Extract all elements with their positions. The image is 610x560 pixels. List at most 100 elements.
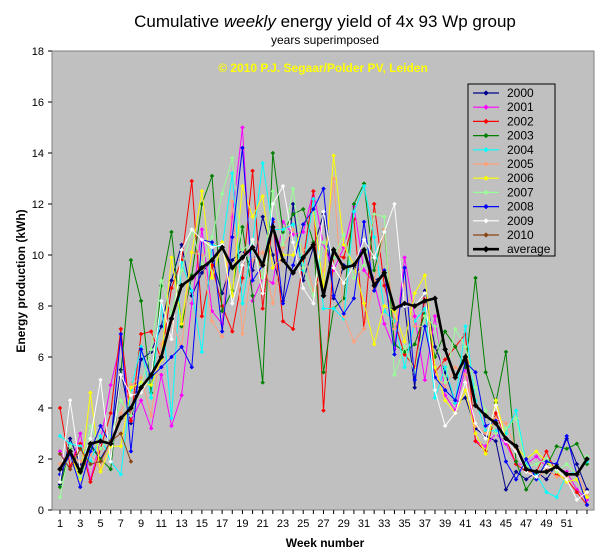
data-point [57, 433, 63, 439]
data-point [371, 288, 377, 294]
data-point [432, 395, 438, 401]
data-point [128, 392, 134, 398]
data-point [260, 306, 266, 311]
data-point [564, 477, 570, 482]
data-point [381, 269, 388, 276]
data-point [188, 274, 195, 281]
data-point [331, 306, 336, 311]
data-point [128, 257, 134, 263]
legend: 2000200120022003200420052006200720082009… [467, 83, 556, 257]
data-point [77, 431, 83, 436]
data-point [169, 255, 174, 260]
data-point [280, 257, 286, 264]
y-axis-ticks: 0 2 4 6 8 10 12 14 16 18 [32, 46, 52, 517]
x-tick-label: 41 [459, 518, 471, 530]
data-point [412, 324, 418, 329]
legend-label: 2001 [507, 100, 534, 114]
data-point [412, 377, 418, 383]
x-tick-label: 11 [156, 518, 167, 530]
data-point [229, 264, 236, 271]
data-point [77, 468, 84, 475]
data-point [412, 385, 418, 390]
data-point [209, 173, 215, 179]
data-point [250, 168, 255, 174]
data-point [138, 384, 145, 391]
data-point [493, 403, 499, 408]
data-point [138, 331, 144, 337]
y-tick-label: 2 [38, 454, 44, 466]
data-point [533, 448, 539, 454]
data-point [189, 301, 195, 306]
legend-marker [483, 232, 489, 238]
data-point [158, 298, 164, 304]
data-point [300, 206, 306, 212]
data-point [107, 440, 114, 447]
data-point [128, 459, 134, 464]
data-point [533, 454, 539, 459]
data-point [290, 211, 296, 217]
legend-label: 2004 [507, 143, 534, 157]
data-point [98, 423, 103, 429]
data-point [280, 244, 286, 250]
data-point [240, 145, 245, 151]
x-tick-label: 27 [317, 518, 329, 530]
data-point [574, 497, 580, 503]
data-point [452, 344, 458, 350]
data-point [564, 433, 570, 439]
data-point [483, 408, 489, 413]
data-point [412, 290, 418, 296]
data-point [503, 487, 509, 492]
data-point [503, 349, 509, 355]
data-point [321, 408, 326, 413]
x-tick-label: 43 [480, 518, 492, 530]
data-point [311, 188, 316, 194]
data-point [492, 420, 499, 427]
data-point [148, 382, 154, 388]
data-point [432, 364, 438, 370]
data-point [340, 264, 347, 271]
data-point [311, 206, 316, 212]
data-point [57, 466, 63, 473]
data-point [280, 227, 286, 232]
data-point [108, 459, 114, 464]
data-point [229, 329, 235, 334]
data-point [57, 405, 63, 411]
data-point [442, 387, 448, 393]
legend-label: 2006 [507, 171, 534, 185]
data-point [67, 448, 74, 455]
data-point [463, 372, 468, 378]
data-point [341, 242, 347, 248]
data-point [513, 469, 519, 475]
data-point [422, 377, 428, 383]
legend-item: average [473, 242, 551, 256]
legend-item: 2001 [473, 100, 534, 114]
legend-item: 2010 [473, 228, 534, 242]
data-point [341, 255, 347, 260]
data-point [229, 234, 235, 240]
data-point [503, 420, 509, 426]
x-tick-label: 29 [338, 518, 350, 530]
data-point [412, 341, 418, 347]
y-tick-label: 8 [38, 301, 44, 313]
data-point [250, 214, 255, 220]
data-point [392, 352, 397, 357]
x-tick-label: 19 [236, 518, 248, 530]
data-point [463, 344, 468, 350]
data-point [452, 410, 458, 416]
data-point [67, 397, 73, 403]
data-point [250, 237, 255, 243]
data-point [432, 313, 438, 319]
data-point [463, 324, 468, 329]
data-point [402, 339, 407, 345]
data-point [250, 278, 255, 283]
data-point [77, 477, 83, 482]
data-point [432, 344, 438, 350]
data-point [98, 446, 103, 452]
y-tick-label: 14 [32, 148, 44, 160]
data-point [219, 244, 226, 251]
data-point [198, 264, 205, 271]
x-tick-label: 37 [419, 518, 431, 530]
data-point [290, 269, 297, 276]
data-point [270, 188, 276, 194]
x-tick-label: 33 [378, 518, 390, 530]
